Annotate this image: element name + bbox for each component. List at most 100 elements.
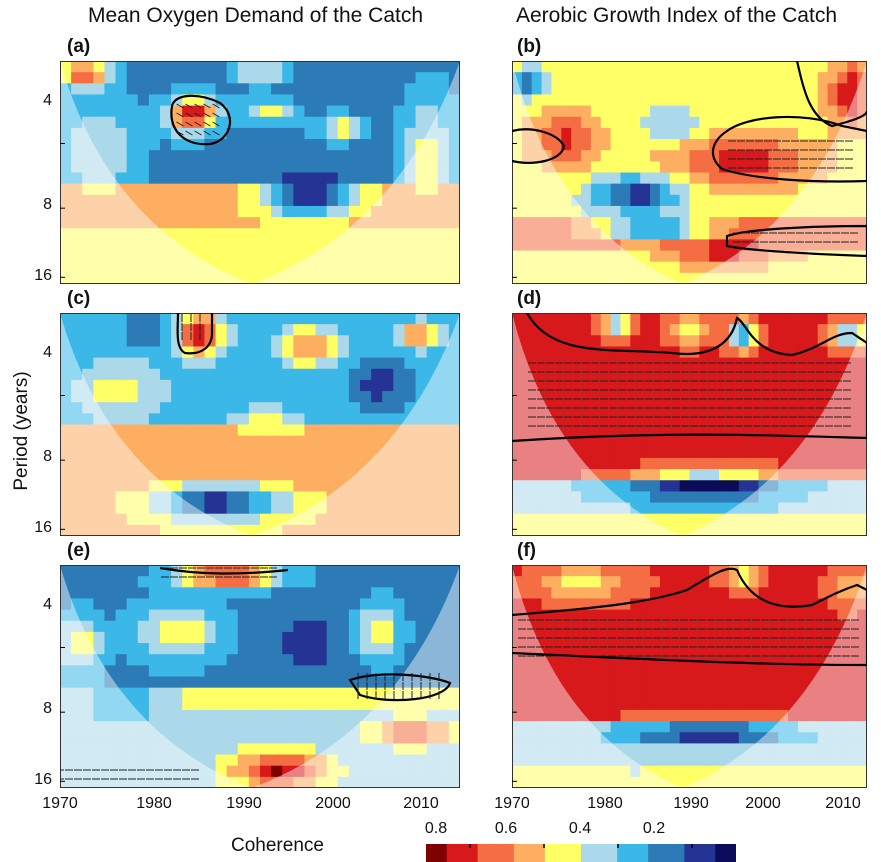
- heatmap-cell: [512, 620, 523, 633]
- heatmap-cell: [600, 127, 612, 140]
- heatmap-cell: [404, 665, 417, 678]
- heatmap-cell: [448, 743, 460, 756]
- heatmap-cell: [126, 776, 139, 788]
- heatmap-cell: [650, 765, 661, 778]
- heatmap-cell: [315, 480, 328, 492]
- heatmap-cell: [393, 72, 406, 84]
- heatmap-cell: [382, 587, 394, 600]
- heatmap-cell: [160, 94, 172, 107]
- cone-of-influence-right: [682, 313, 867, 536]
- cone-of-influence-left: [60, 61, 252, 284]
- heatmap-cell: [551, 587, 562, 600]
- heatmap-cell: [669, 324, 681, 336]
- heatmap-cell: [437, 743, 450, 756]
- heatmap-cell: [541, 457, 553, 470]
- heatmap-cell: [404, 631, 417, 644]
- heatmap-cell: [797, 524, 809, 536]
- heatmap-cell: [371, 446, 383, 459]
- heatmap-cell: [382, 261, 394, 274]
- heatmap-cell: [521, 665, 533, 678]
- heatmap-cell: [837, 513, 848, 526]
- heatmap-cell: [659, 776, 671, 788]
- heatmap-cell: [659, 446, 671, 459]
- heatmap-cell: [415, 368, 428, 381]
- heatmap-cell: [512, 357, 523, 370]
- heatmap-cell: [282, 776, 294, 788]
- heatmap-cell: [426, 228, 439, 240]
- heatmap-cell: [426, 480, 439, 492]
- heatmap-cell: [282, 435, 294, 448]
- heatmap-cell: [758, 105, 769, 118]
- heatmap-cell: [610, 754, 622, 767]
- heatmap-cell: [326, 357, 339, 370]
- heatmap-cell: [521, 324, 533, 336]
- heatmap-cell: [393, 676, 406, 689]
- heatmap-cell: [620, 194, 631, 207]
- heatmap-cell: [659, 721, 671, 733]
- heatmap-cell: [679, 643, 691, 655]
- heatmap-cell: [797, 480, 809, 492]
- heatmap-cell: [768, 480, 779, 492]
- heatmap-cell: [650, 776, 661, 788]
- heatmap-cell: [620, 161, 631, 174]
- heatmap-cell: [426, 94, 439, 107]
- heatmap-cell: [758, 391, 769, 403]
- heatmap-cell: [847, 346, 858, 359]
- heatmap-cell: [171, 643, 183, 655]
- heatmap-cell: [193, 172, 206, 185]
- heatmap-cell: [160, 194, 172, 207]
- heatmap-cell: [620, 150, 631, 162]
- heatmap-cell: [512, 368, 523, 381]
- heatmap-cell: [293, 565, 306, 577]
- heatmap-cell: [415, 469, 428, 481]
- heatmap-cell: [160, 346, 172, 359]
- heatmap-cell: [193, 765, 206, 778]
- heatmap-cell: [521, 698, 533, 711]
- heatmap-cell: [650, 754, 661, 767]
- heatmap-cell: [669, 61, 681, 73]
- heatmap-cell: [360, 598, 372, 611]
- heatmap-cell: [304, 413, 317, 426]
- heatmap-cell: [571, 105, 582, 118]
- heatmap-cell: [728, 665, 740, 678]
- heatmap-cell: [797, 324, 809, 336]
- heatmap-cell: [827, 379, 839, 392]
- heatmap-cell: [160, 357, 172, 370]
- heatmap-cell: [748, 313, 760, 325]
- heatmap-cell: [817, 609, 829, 622]
- heatmap-cell: [260, 721, 272, 733]
- heatmap-cell: [620, 765, 631, 778]
- heatmap-cell: [182, 620, 194, 633]
- heatmap-cell: [857, 480, 867, 492]
- heatmap-cell: [768, 620, 779, 633]
- heatmap-cell: [640, 643, 651, 655]
- cone-of-influence-left: [60, 565, 252, 788]
- heatmap-cell: [315, 239, 328, 252]
- heatmap-cell: [650, 194, 661, 207]
- heatmap-cell: [650, 379, 661, 392]
- heatmap-cell: [847, 698, 858, 711]
- heatmap-cell: [650, 457, 661, 470]
- heatmap-cell: [115, 413, 128, 426]
- heatmap-cell: [226, 324, 239, 336]
- heatmap-cell: [348, 732, 361, 744]
- heatmap-cell: [679, 83, 691, 96]
- heatmap-cell: [669, 513, 681, 526]
- heatmap-cell: [404, 228, 417, 240]
- heatmap-cell: [640, 721, 651, 733]
- heatmap-cell: [237, 687, 250, 700]
- heatmap-cell: [304, 272, 317, 284]
- heatmap-cell: [71, 620, 83, 633]
- heatmap-cell: [315, 620, 328, 633]
- heatmap-cell: [817, 469, 829, 481]
- heatmap-cell: [827, 598, 839, 611]
- heatmap-cell: [71, 346, 83, 359]
- heatmap-cell: [857, 335, 867, 348]
- heatmap-cell: [360, 743, 372, 756]
- heatmap-cell: [630, 72, 641, 84]
- heatmap-cell: [315, 424, 328, 437]
- heatmap-cell: [137, 105, 150, 118]
- heatmap-cell: [204, 721, 217, 733]
- heatmap-cell: [561, 524, 572, 536]
- heatmap-cell: [348, 469, 361, 481]
